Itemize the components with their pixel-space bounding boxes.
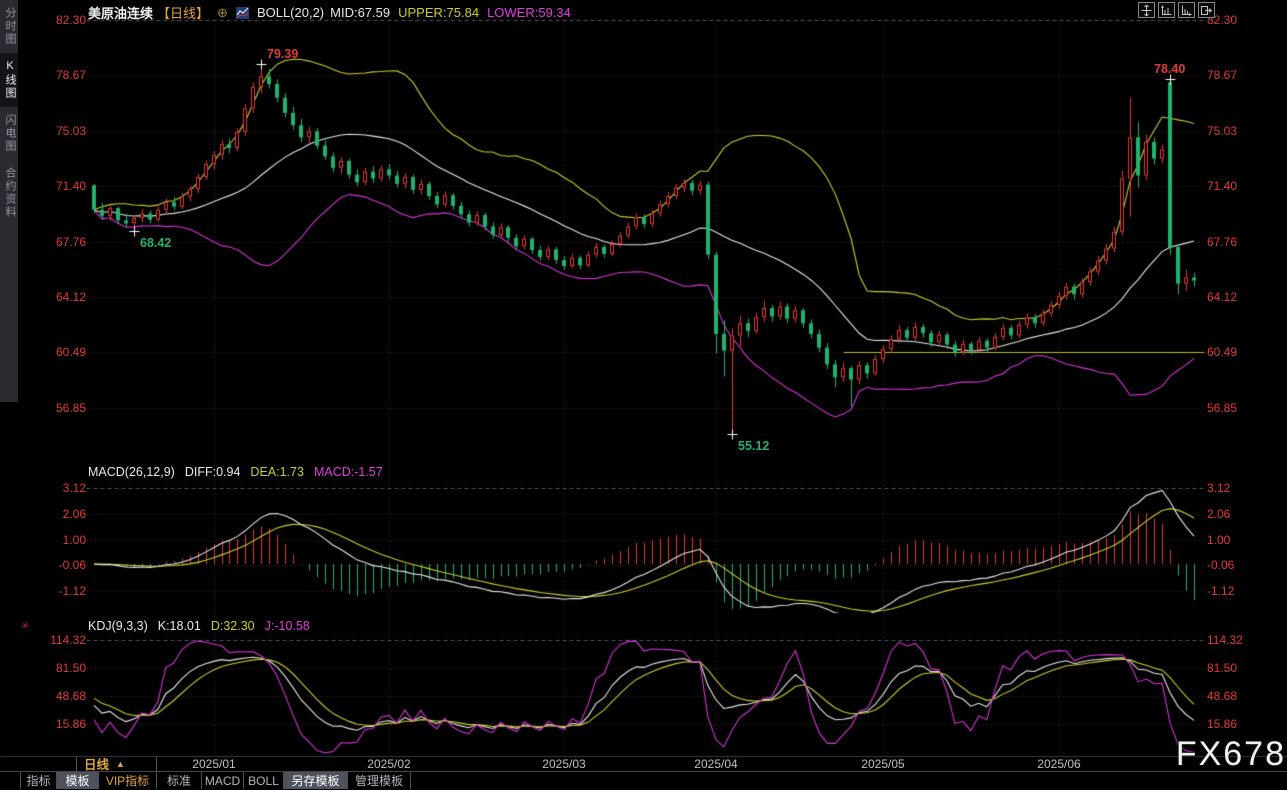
price-annotation: 78.40 — [1154, 62, 1186, 76]
date-tick-label: 2025/06 — [1037, 757, 1081, 771]
date-tick-label: 2025/05 — [861, 757, 905, 771]
boll-params-label: BOLL(20,2) — [256, 5, 325, 20]
footer-divider — [0, 771, 1287, 772]
axis-tick-label: 15.86 — [1207, 717, 1238, 731]
chart-header: 美原油连续 【日线】 ⊕ BOLL(20,2) MID:67.59 UPPER:… — [88, 3, 571, 22]
axis-tick-label: 56.85 — [1207, 401, 1238, 415]
axis-tick-label: 2.06 — [62, 507, 86, 521]
add-indicator-icon[interactable]: ⊕ — [217, 4, 228, 20]
axis-tick-label: 48.68 — [55, 689, 86, 703]
date-tick-label: 2025/03 — [542, 757, 586, 771]
axis-tick-label: 81.50 — [55, 661, 86, 675]
tab-templates[interactable]: 模板 — [57, 772, 99, 789]
crosshair-icon[interactable] — [1138, 2, 1155, 18]
footer-tabs: 指标 模板 VIP指标 标准 MACD BOLL 另存模板 管理模板 — [20, 772, 411, 789]
tab-save-template[interactable]: 另存模板 — [284, 772, 348, 789]
price-annotation: 55.12 — [738, 439, 770, 453]
axis-tick-label: 75.03 — [55, 124, 86, 138]
symbol-name: 美原油连续 — [88, 6, 154, 21]
sidebar-item-lightning[interactable]: 闪电图 — [4, 114, 16, 153]
kdj-header: KDJ(9,3,3) K:18.01 D:32.30 J:-10.58 — [88, 619, 310, 633]
x-scale-icon[interactable] — [1178, 2, 1195, 18]
timeframe-arrow-icon: ▲ — [116, 758, 125, 769]
tab-vip-indicators[interactable]: VIP指标 — [99, 772, 157, 789]
macd-macd-value: MACD:-1.57 — [313, 465, 383, 479]
axis-tick-label: 78.67 — [1207, 68, 1238, 82]
kdj-d-value: D:32.30 — [210, 619, 255, 633]
date-tick-label: 2025/01 — [192, 757, 236, 771]
axis-tick-label: 82.30 — [55, 13, 86, 27]
timeframe-cell[interactable]: 日线 ▲ — [76, 756, 157, 772]
axis-tick-label: -0.06 — [58, 558, 86, 572]
kdj-j-value: J:-10.58 — [264, 619, 310, 633]
axis-tick-label: -1.12 — [1207, 584, 1235, 598]
left-sidebar: 分时图 K线图 闪电图 合约资料 — [0, 0, 18, 402]
axis-tick-label: 64.12 — [1207, 290, 1238, 304]
tab-boll[interactable]: BOLL — [244, 772, 284, 789]
axis-tick-label: 15.86 — [55, 717, 86, 731]
axis-tick-label: 1.00 — [62, 533, 86, 547]
axis-tick-label: -0.06 — [1207, 558, 1235, 572]
timeframe-label: 日线 — [84, 758, 110, 772]
axis-tick-label: -1.12 — [58, 584, 86, 598]
axis-tick-label: 48.68 — [1207, 689, 1238, 703]
macd-dea-value: DEA:1.73 — [250, 465, 304, 479]
axis-tick-label: 71.40 — [55, 179, 86, 193]
axis-tick-label: 1.00 — [1207, 533, 1231, 547]
axis-tick-label: 67.76 — [55, 235, 86, 249]
top-right-toolbar — [1138, 2, 1215, 18]
tab-macd[interactable]: MACD — [202, 772, 244, 789]
price-annotation: 79.39 — [267, 47, 299, 61]
axis-tick-label: 114.32 — [1207, 633, 1243, 647]
panel-toggle-icon[interactable] — [1198, 2, 1215, 18]
price-annotation: 68.42 — [140, 236, 172, 250]
kdj-k-value: K:18.01 — [157, 619, 201, 633]
macd-params-label: MACD(26,12,9) — [88, 465, 175, 479]
mini-chart-icon — [235, 6, 249, 19]
axis-tick-label: 64.12 — [55, 290, 86, 304]
axis-tick-label: 2.06 — [1207, 507, 1231, 521]
date-tick-label: 2025/04 — [694, 757, 738, 771]
axis-tick-label: 81.50 — [1207, 661, 1238, 675]
axis-tick-label: 60.49 — [55, 345, 86, 359]
indicator-settings-icon[interactable]: ✳ — [21, 621, 30, 632]
axis-tick-label: 78.67 — [55, 68, 86, 82]
axis-tick-label: 56.85 — [55, 401, 86, 415]
tab-manage-templates[interactable]: 管理模板 — [348, 772, 411, 789]
axis-tick-label: 67.76 — [1207, 235, 1238, 249]
y-scale-icon[interactable] — [1158, 2, 1175, 18]
boll-upper-value: UPPER:75.84 — [398, 5, 480, 20]
axis-tick-label: 60.49 — [1207, 345, 1238, 359]
macd-header: MACD(26,12,9) DIFF:0.94 DEA:1.73 MACD:-1… — [88, 465, 383, 479]
boll-lower-value: LOWER:59.34 — [487, 5, 571, 20]
tab-indicators[interactable]: 指标 — [21, 772, 57, 789]
period-label: 【日线】 — [157, 6, 210, 21]
axis-tick-label: 114.32 — [50, 633, 86, 647]
date-tick-label: 2025/02 — [367, 757, 411, 771]
axis-tick-label: 3.12 — [1207, 481, 1231, 495]
macd-diff-value: DIFF:0.94 — [184, 465, 241, 479]
boll-mid-value: MID:67.59 — [330, 5, 391, 20]
axis-tick-label: 75.03 — [1207, 124, 1238, 138]
axis-tick-label: 71.40 — [1207, 179, 1238, 193]
sidebar-item-contract-info[interactable]: 合约资料 — [4, 167, 16, 219]
axis-tick-label: 3.12 — [62, 481, 86, 495]
sidebar-item-timeshare[interactable]: 分时图 — [4, 7, 16, 46]
sidebar-item-kline[interactable]: K线图 — [0, 53, 18, 107]
kdj-params-label: KDJ(9,3,3) — [88, 619, 148, 633]
tab-standard[interactable]: 标准 — [157, 772, 202, 789]
watermark: FX678 — [1175, 735, 1286, 773]
